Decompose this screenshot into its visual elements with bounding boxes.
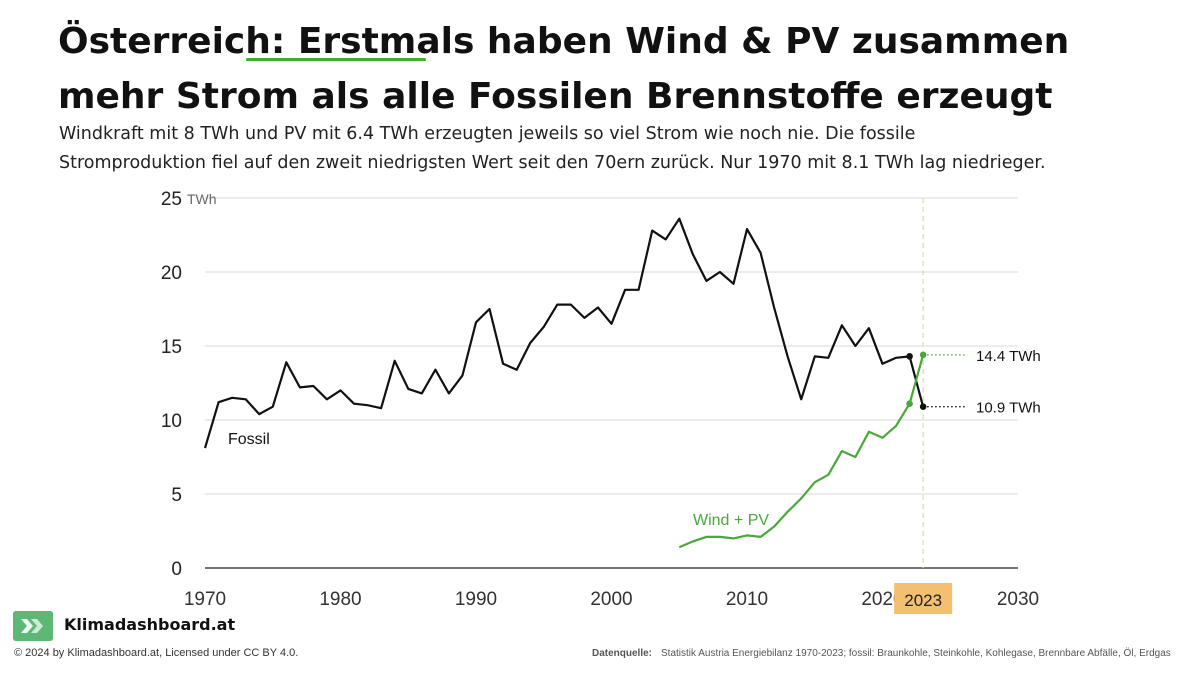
annotation-label: 10.9 TWh (976, 400, 1041, 417)
x-tick-label: 2020 (861, 589, 903, 610)
x-tick-label: 1980 (319, 589, 361, 610)
x-tick-label: 1970 (184, 589, 226, 610)
annotation-label: 14.4 TWh (976, 348, 1041, 365)
footer-source: Statistik Austria Energiebilanz 1970-202… (661, 648, 1171, 659)
title-colon: : (270, 21, 298, 62)
page-title: Österreich: Erstmals haben Wind & PV zus… (58, 14, 1158, 124)
footer-license: © 2024 by Klimadashboard.at, Licensed un… (14, 647, 299, 659)
y-tick-label: 5 (171, 485, 182, 506)
y-tick-label: 0 (171, 559, 182, 580)
highlight-year-badge (894, 583, 953, 614)
y-axis-unit: TWh (187, 191, 217, 207)
title-rest: haben Wind & PV zusammen mehr Strom als … (58, 21, 1070, 117)
footer-source-label: Datenquelle: (592, 648, 653, 659)
series-label-fossil: Fossil (228, 431, 270, 448)
title-highlight: Erstmals (297, 21, 487, 62)
x-tick-label: 2030 (997, 589, 1039, 610)
data-point-marker (906, 400, 913, 408)
highlight-year-label: 2023 (904, 591, 942, 610)
title-highlight-underline (246, 58, 426, 61)
y-tick-label: 20 (161, 263, 182, 284)
x-tick-label: 1990 (455, 589, 497, 610)
x-tick-label: 2010 (726, 589, 768, 610)
series-line-1 (678, 354, 925, 549)
data-point-marker (906, 353, 913, 360)
footer-brand: Klimadashboard.at (64, 615, 236, 634)
klimadashboard-logo-icon (13, 611, 53, 641)
series-line-0 (203, 217, 925, 449)
x-tick-label: 2000 (590, 589, 632, 610)
y-tick-label: 10 (161, 411, 182, 432)
subtitle: Windkraft mit 8 TWh und PV mit 6.4 TWh e… (59, 124, 1046, 173)
y-tick-label: 15 (161, 337, 182, 358)
series-label-wind-pv: Wind + PV (693, 512, 769, 529)
y-tick-label: 25 (161, 189, 182, 210)
title-country: Österreich (58, 21, 271, 62)
